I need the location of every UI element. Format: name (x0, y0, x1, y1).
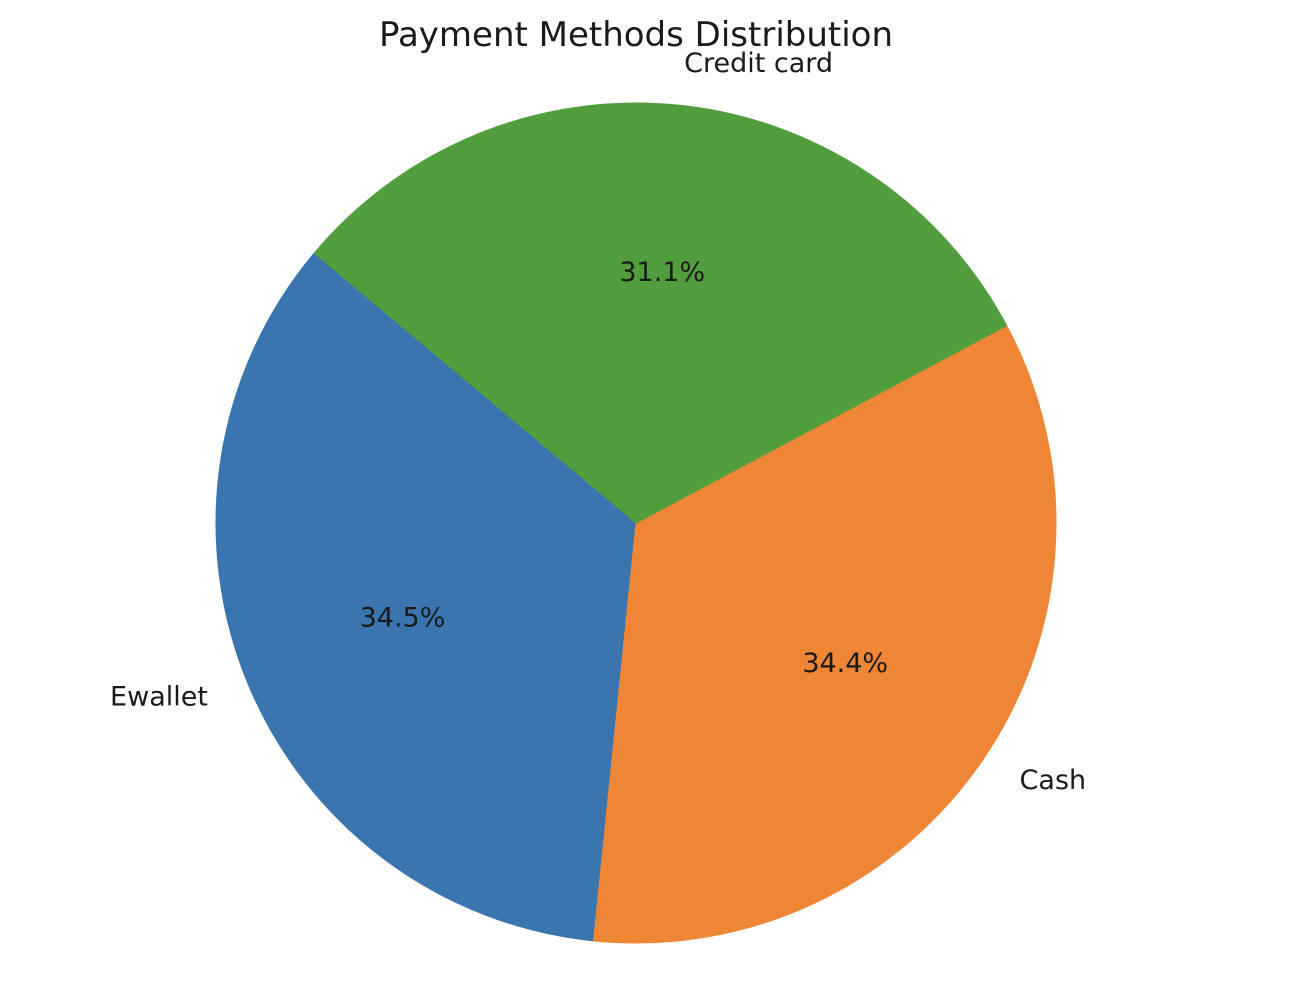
pct-label-ewallet: 34.5% (360, 602, 446, 633)
pct-label-cash: 34.4% (802, 648, 888, 679)
category-label-cash: Cash (1020, 765, 1087, 796)
pie-labels: 34.5% Ewallet 34.4% Cash 31.1% Credit card (110, 48, 1086, 796)
pie-slices (215, 102, 1057, 944)
pct-label-credit-card: 31.1% (619, 257, 705, 288)
pie-slice-credit-card (313, 102, 1008, 524)
category-label-credit-card: Credit card (684, 48, 833, 79)
chart-title: Payment Methods Distribution (379, 15, 893, 55)
pie-slice-ewallet (215, 252, 637, 942)
category-label-ewallet: Ewallet (110, 681, 208, 712)
pie-slice-cash (593, 324, 1057, 944)
